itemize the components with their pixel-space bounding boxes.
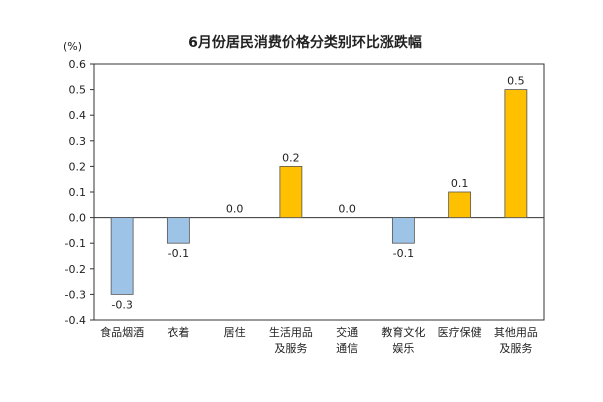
x-category-label: 娱乐	[392, 341, 414, 355]
y-tick-label: 0.1	[69, 186, 87, 199]
y-tick-label: 0.0	[69, 212, 87, 225]
x-category-label: 及服务	[499, 342, 532, 355]
x-category-label: 教育文化	[381, 325, 425, 339]
x-category-label: 食品烟酒	[100, 325, 144, 339]
data-label: -0.1	[393, 247, 414, 260]
x-category-label: 交通	[336, 325, 358, 339]
bar	[279, 165, 303, 218]
data-labels: -0.3 -0.1 0.0 0.2 0.0 -0.1 0.1 0.5	[111, 75, 524, 312]
data-label: 0.2	[282, 151, 300, 164]
plot-area-frame	[93, 63, 545, 321]
y-tick-label: 0.4	[69, 109, 87, 122]
y-tick-label: -0.2	[65, 263, 86, 276]
y-axis-unit-label: (%)	[63, 40, 82, 53]
data-label: 0.1	[451, 177, 469, 190]
x-category-label: 通信	[336, 342, 358, 355]
bar	[391, 217, 415, 244]
y-tick-label: 0.2	[69, 160, 87, 173]
bar	[166, 217, 190, 244]
data-label: 0.0	[338, 203, 356, 216]
y-tick-label: -0.3	[65, 288, 86, 301]
x-category-label: 衣着	[167, 325, 189, 339]
bar	[110, 217, 134, 295]
y-tick-label: -0.4	[65, 314, 86, 327]
data-label: -0.1	[168, 247, 189, 260]
data-label: 0.0	[226, 203, 244, 216]
x-category-label: 居住	[224, 325, 246, 339]
y-tick-label: -0.1	[65, 237, 86, 250]
y-tick-label: 0.3	[69, 135, 87, 148]
bar	[504, 89, 528, 218]
y-tick-label: 0.6	[69, 58, 87, 71]
y-tick-label: 0.5	[69, 84, 87, 97]
data-label: 0.5	[507, 75, 525, 88]
x-category-label: 及服务	[274, 342, 307, 355]
x-category-label: 其他用品	[494, 326, 538, 339]
x-category-label: 医疗保健	[438, 325, 482, 339]
bar-series	[110, 89, 528, 295]
x-category-label: 生活用品	[269, 325, 313, 339]
y-axis: 0.6 0.5 0.4 0.3 0.2 0.1 0.0 -0.1 -0.2 -0.3 -0.4	[65, 58, 94, 327]
chart-title: 6月份居民消费价格分类别环比涨跌幅	[188, 34, 422, 51]
data-label: -0.3	[111, 298, 132, 311]
bar	[448, 191, 472, 219]
